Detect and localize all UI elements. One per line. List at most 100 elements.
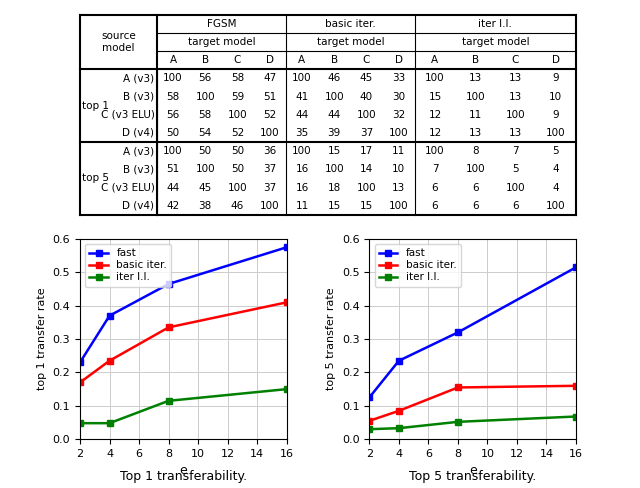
Text: 10: 10 <box>392 164 405 174</box>
Text: 38: 38 <box>198 201 212 211</box>
basic iter. <box>454 385 461 390</box>
Text: 44: 44 <box>166 183 180 193</box>
Text: 100: 100 <box>546 128 566 138</box>
Text: 11: 11 <box>392 146 405 156</box>
Text: 54: 54 <box>198 128 212 138</box>
Text: 50: 50 <box>231 164 244 174</box>
Text: C: C <box>234 55 241 65</box>
Text: D: D <box>552 55 560 65</box>
Text: 11: 11 <box>468 110 482 120</box>
Text: 45: 45 <box>360 73 373 83</box>
Text: 100: 100 <box>356 110 376 120</box>
Text: 56: 56 <box>198 73 212 83</box>
Text: D (v4): D (v4) <box>122 201 154 211</box>
Text: 100: 100 <box>324 164 344 174</box>
Legend: fast, basic iter., iter l.l.: fast, basic iter., iter l.l. <box>374 244 461 286</box>
Line: basic iter.: basic iter. <box>77 299 290 386</box>
Text: C: C <box>363 55 370 65</box>
Text: B (v3): B (v3) <box>124 164 154 174</box>
Text: 50: 50 <box>231 146 244 156</box>
Text: 6: 6 <box>512 201 519 211</box>
Text: 100: 100 <box>506 183 525 193</box>
Text: 5: 5 <box>552 146 559 156</box>
Text: 13: 13 <box>468 73 482 83</box>
Text: 4: 4 <box>552 164 559 174</box>
Text: 15: 15 <box>360 201 373 211</box>
Text: 40: 40 <box>360 92 373 102</box>
Text: 100: 100 <box>425 73 445 83</box>
Text: 13: 13 <box>509 92 522 102</box>
Y-axis label: top 1 transfer rate: top 1 transfer rate <box>37 288 47 390</box>
Text: 4: 4 <box>552 183 559 193</box>
iter l.l. <box>164 398 172 404</box>
X-axis label: e: e <box>179 465 188 477</box>
basic iter. <box>572 383 580 389</box>
Text: 39: 39 <box>328 128 341 138</box>
basic iter. <box>395 408 403 414</box>
fast <box>365 395 373 401</box>
Text: 15: 15 <box>328 146 341 156</box>
Text: 100: 100 <box>228 183 247 193</box>
Text: A: A <box>298 55 305 65</box>
Text: 100: 100 <box>465 92 485 102</box>
Line: fast: fast <box>77 244 290 366</box>
Text: 100: 100 <box>324 92 344 102</box>
Text: target model: target model <box>188 37 255 47</box>
Text: top 5: top 5 <box>83 174 109 183</box>
iter l.l. <box>572 413 580 419</box>
Text: 47: 47 <box>263 73 276 83</box>
Text: 58: 58 <box>198 110 212 120</box>
Text: 7: 7 <box>512 146 519 156</box>
Text: 100: 100 <box>389 201 408 211</box>
fast <box>106 313 113 319</box>
Text: 100: 100 <box>356 183 376 193</box>
Text: 12: 12 <box>428 110 442 120</box>
Text: C (v3 ELU): C (v3 ELU) <box>100 183 154 193</box>
Text: 56: 56 <box>166 110 180 120</box>
Text: 6: 6 <box>472 183 479 193</box>
Text: 16: 16 <box>295 164 308 174</box>
Text: 100: 100 <box>465 164 485 174</box>
basic iter. <box>106 358 113 364</box>
Text: 100: 100 <box>506 110 525 120</box>
Text: iter l.l.: iter l.l. <box>479 19 513 29</box>
basic iter. <box>76 380 84 386</box>
Text: 100: 100 <box>163 146 183 156</box>
Line: fast: fast <box>366 264 579 401</box>
Text: 32: 32 <box>392 110 405 120</box>
Text: 10: 10 <box>549 92 563 102</box>
Text: 13: 13 <box>509 128 522 138</box>
Text: basic iter.: basic iter. <box>325 19 376 29</box>
fast <box>164 281 172 287</box>
Text: 100: 100 <box>292 146 312 156</box>
Text: 44: 44 <box>328 110 341 120</box>
basic iter. <box>365 418 373 424</box>
Text: B: B <box>331 55 338 65</box>
basic iter. <box>283 300 291 305</box>
Text: 33: 33 <box>392 73 405 83</box>
Text: 16: 16 <box>295 183 308 193</box>
Text: 17: 17 <box>360 146 373 156</box>
Text: 100: 100 <box>389 128 408 138</box>
Text: 100: 100 <box>260 128 280 138</box>
Text: source
model: source model <box>101 31 136 53</box>
Text: 7: 7 <box>431 164 438 174</box>
basic iter. <box>164 325 172 330</box>
Text: Top 5 transferability.: Top 5 transferability. <box>409 470 536 483</box>
Text: 9: 9 <box>552 110 559 120</box>
Text: C (v3 ELU): C (v3 ELU) <box>100 110 154 120</box>
Text: D (v4): D (v4) <box>122 128 154 138</box>
Text: 100: 100 <box>260 201 280 211</box>
Text: 6: 6 <box>431 201 438 211</box>
iter l.l. <box>283 386 291 392</box>
Text: 15: 15 <box>328 201 341 211</box>
Text: D: D <box>266 55 274 65</box>
Text: D: D <box>395 55 403 65</box>
Text: 6: 6 <box>431 183 438 193</box>
Text: 41: 41 <box>295 92 308 102</box>
fast <box>572 264 580 270</box>
Line: iter l.l.: iter l.l. <box>77 386 290 427</box>
Text: 13: 13 <box>509 73 522 83</box>
Text: C: C <box>512 55 519 65</box>
Text: 6: 6 <box>472 201 479 211</box>
